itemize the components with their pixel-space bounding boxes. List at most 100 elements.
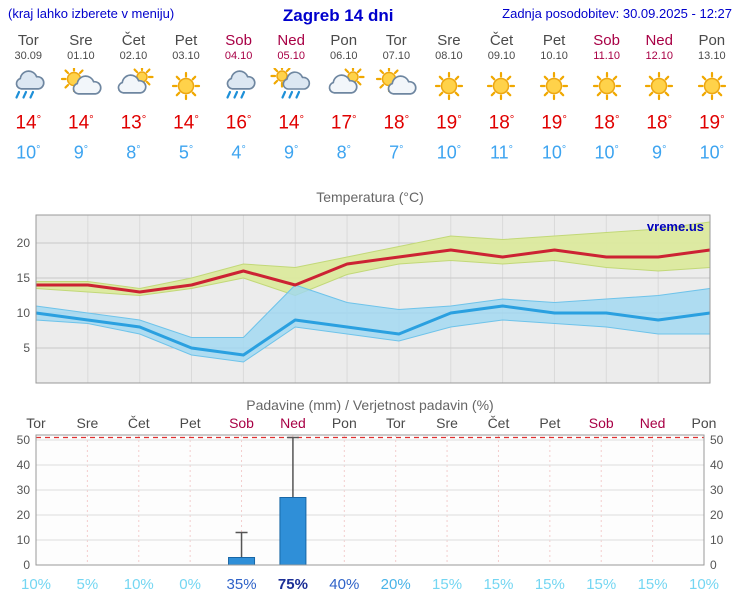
day-column[interactable]: Tor 07.10 18° 7° (370, 32, 423, 165)
day-tmin: 9° (284, 142, 299, 163)
day-column[interactable]: Pet 10.10 19° 10° (528, 32, 581, 165)
topbar: (kraj lahko izberete v meniju) Zagreb 14… (0, 0, 740, 26)
day-name: Pon (330, 32, 358, 49)
temperature-chart: 5 10 15 20 vreme.us (0, 207, 740, 389)
svg-text:Tor: Tor (386, 415, 406, 431)
svg-text:15%: 15% (432, 576, 462, 593)
svg-text:Pon: Pon (692, 415, 717, 431)
page-title: Zagreb 14 dni (282, 6, 394, 25)
day-name: Sre (69, 32, 93, 49)
svg-text:15%: 15% (586, 576, 616, 593)
svg-text:vreme.us: vreme.us (647, 219, 704, 234)
svg-text:15%: 15% (483, 576, 513, 593)
cloud-sun-icon (317, 66, 370, 106)
svg-text:40: 40 (710, 458, 724, 472)
sun-icon (160, 66, 213, 106)
day-date: 06.10 (329, 50, 358, 62)
day-date: 02.10 (119, 50, 148, 62)
day-tmin: 9° (652, 142, 667, 163)
svg-text:20%: 20% (381, 576, 411, 593)
day-tmax: 14° (68, 112, 94, 134)
day-tmin: 5° (178, 142, 194, 163)
sun-icon (686, 66, 739, 106)
day-column[interactable]: Čet 09.10 18° 11° (475, 32, 528, 165)
day-tmax: 14° (278, 112, 305, 134)
svg-text:20: 20 (17, 508, 31, 522)
day-date: 13.10 (698, 50, 726, 62)
svg-text:Pet: Pet (539, 415, 560, 431)
svg-text:15%: 15% (535, 576, 565, 593)
day-date: 05.10 (277, 50, 305, 62)
day-column[interactable]: Sre 01.10 14° 9° (55, 32, 108, 165)
sun-icon (423, 66, 476, 106)
precipitation-chart: Tor Sre Čet Pet Sob Ned Pon Tor Sre Čet Pet Sob Ned P… (0, 415, 740, 595)
day-column[interactable]: Čet 02.10 13° 8° (107, 32, 160, 165)
day-name: Sob (225, 32, 252, 49)
day-tmin: 4° (231, 142, 246, 163)
day-tmin: 11° (489, 142, 513, 163)
temp-chart-title: Temperatura (°C) (316, 189, 424, 206)
day-column[interactable]: Pet 03.10 14° 5° (160, 32, 213, 165)
day-tmax: 18° (593, 112, 620, 134)
day-column[interactable]: Ned 05.10 14° 9° (265, 32, 318, 165)
svg-text:5: 5 (23, 341, 30, 355)
day-column[interactable]: Sob 11.10 18° 10° (580, 32, 633, 165)
day-tmax: 19° (698, 112, 725, 134)
svg-text:10: 10 (17, 306, 31, 320)
day-tmax: 18° (646, 112, 673, 134)
sun-icon (580, 66, 633, 106)
svg-text:20: 20 (17, 236, 31, 250)
sun-icon (528, 66, 581, 106)
day-date: 08.10 (435, 50, 463, 62)
day-column[interactable]: Pon 13.10 19° 10° (686, 32, 739, 165)
sun-cloud-icon (55, 66, 108, 106)
last-updated: Zadnja posodobitev: 30.09.2025 - 12:27 (502, 6, 732, 21)
day-tmax: 14° (15, 112, 42, 134)
svg-text:75%: 75% (278, 576, 308, 593)
location-hint: (kraj lahko izberete v meniju) (8, 6, 175, 21)
day-tmin: 10° (541, 142, 567, 163)
svg-text:10: 10 (710, 533, 724, 547)
day-column[interactable]: Ned 12.10 18° 9° (633, 32, 686, 165)
day-tmin: 10° (594, 142, 619, 163)
rain-sun-icon (265, 66, 318, 106)
day-name: Čet (121, 32, 146, 49)
svg-text:Sre: Sre (436, 415, 458, 431)
svg-text:50: 50 (710, 433, 724, 447)
day-column[interactable]: Sob 04.10 16° 4° (212, 32, 265, 165)
day-tmin: 10° (699, 142, 724, 163)
svg-text:Pet: Pet (180, 415, 201, 431)
sun-icon (475, 66, 528, 106)
precip-chart-title: Padavine (mm) / Verjetnost padavin (%) (246, 397, 494, 414)
svg-text:30: 30 (17, 483, 31, 497)
svg-text:40%: 40% (329, 576, 359, 593)
day-tmax: 16° (225, 112, 252, 134)
cloud-sun-icon (107, 66, 160, 106)
day-tmin: 7° (389, 142, 404, 163)
svg-text:50: 50 (17, 433, 31, 447)
day-name: Tor (385, 32, 407, 49)
svg-text:Čet: Čet (488, 415, 510, 431)
svg-text:Pon: Pon (332, 415, 357, 431)
day-name: Pet (174, 32, 198, 49)
day-column[interactable]: Pon 06.10 17° 8° (317, 32, 370, 165)
day-tmin: 8° (126, 142, 141, 163)
day-tmin: 9° (73, 142, 89, 163)
day-name: Tor (17, 32, 39, 49)
day-date: 07.10 (382, 50, 411, 62)
day-date: 10.10 (540, 50, 568, 62)
svg-text:20: 20 (710, 508, 724, 522)
day-column[interactable]: Tor 30.09 14° 10° (2, 32, 55, 165)
day-column[interactable]: Sre 08.10 19° 10° (423, 32, 476, 165)
day-name: Pet (542, 32, 566, 49)
svg-text:30: 30 (710, 483, 724, 497)
svg-text:10: 10 (17, 533, 31, 547)
svg-text:10%: 10% (21, 576, 51, 593)
sun-icon (633, 66, 686, 106)
day-date: 01.10 (67, 50, 95, 62)
svg-text:Sob: Sob (589, 415, 614, 431)
day-name: Sre (437, 32, 461, 49)
day-tmax: 14° (173, 112, 199, 134)
svg-text:Sre: Sre (76, 415, 98, 431)
day-tmax: 19° (541, 112, 567, 134)
